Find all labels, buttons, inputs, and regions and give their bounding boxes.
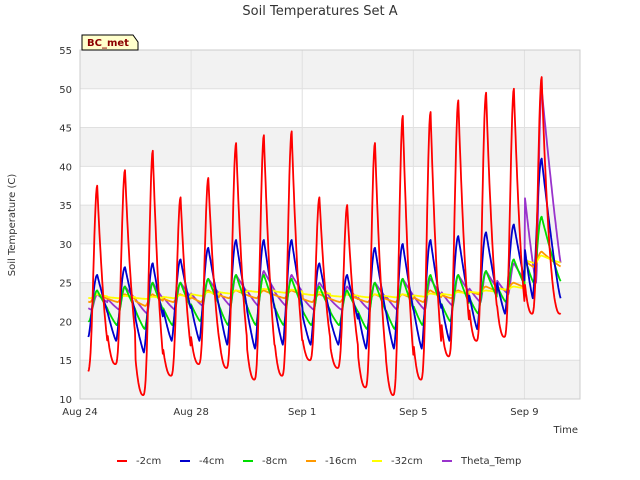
chart-title: Soil Temperatures Set A: [242, 4, 397, 19]
x-tick-label: Aug 28: [173, 407, 208, 418]
y-axis-label: Soil Temperature (C): [7, 174, 18, 277]
y-tick-label: 10: [59, 395, 72, 406]
y-tick-label: 25: [59, 279, 72, 290]
plot-band: [80, 205, 580, 244]
site-badge-label: BC_met: [87, 38, 129, 49]
y-tick-labels: 10 15 20 25 30 35 40 45 50 55: [59, 46, 72, 406]
plot-bands: [80, 50, 580, 399]
plot-band: [80, 360, 580, 399]
series-group: [87, 76, 562, 397]
x-tick-label: Sep 9: [510, 407, 538, 418]
y-tick-label: 40: [59, 162, 72, 173]
legend-label: -8cm: [262, 456, 287, 467]
y-tick-label: 20: [59, 317, 72, 328]
y-tick-label: 35: [59, 201, 72, 212]
legend-label: -16cm: [325, 456, 357, 467]
site-badge: BC_met: [81, 34, 139, 51]
x-tick-labels: Aug 24 Aug 28 Sep 1 Sep 5 Sep 9: [62, 407, 538, 418]
legend: -2cm -4cm -8cm -16cm -32cm Theta_Temp: [117, 456, 521, 467]
x-tick-label: Aug 24: [62, 407, 97, 418]
y-tick-label: 30: [59, 240, 72, 251]
series-line-8cm: [87, 215, 562, 330]
plot-frame: [79, 49, 581, 400]
legend-label: -4cm: [199, 456, 224, 467]
plot-band: [80, 127, 580, 167]
series-line-2cm: [87, 76, 562, 397]
site-badge-box: [81, 34, 139, 51]
y-tick-label: 50: [59, 85, 72, 96]
y-tick-label: 55: [59, 46, 72, 57]
x-tick-label: Sep 1: [288, 407, 316, 418]
y-tick-label: 15: [59, 356, 72, 367]
x-axis-label: Time: [553, 425, 578, 436]
legend-label: Theta_Temp: [460, 456, 521, 467]
plot-band: [80, 50, 580, 89]
legend-label: -2cm: [136, 456, 161, 467]
y-tick-label: 45: [59, 124, 72, 135]
x-tick-label: Sep 5: [399, 407, 427, 418]
legend-label: -32cm: [391, 456, 423, 467]
